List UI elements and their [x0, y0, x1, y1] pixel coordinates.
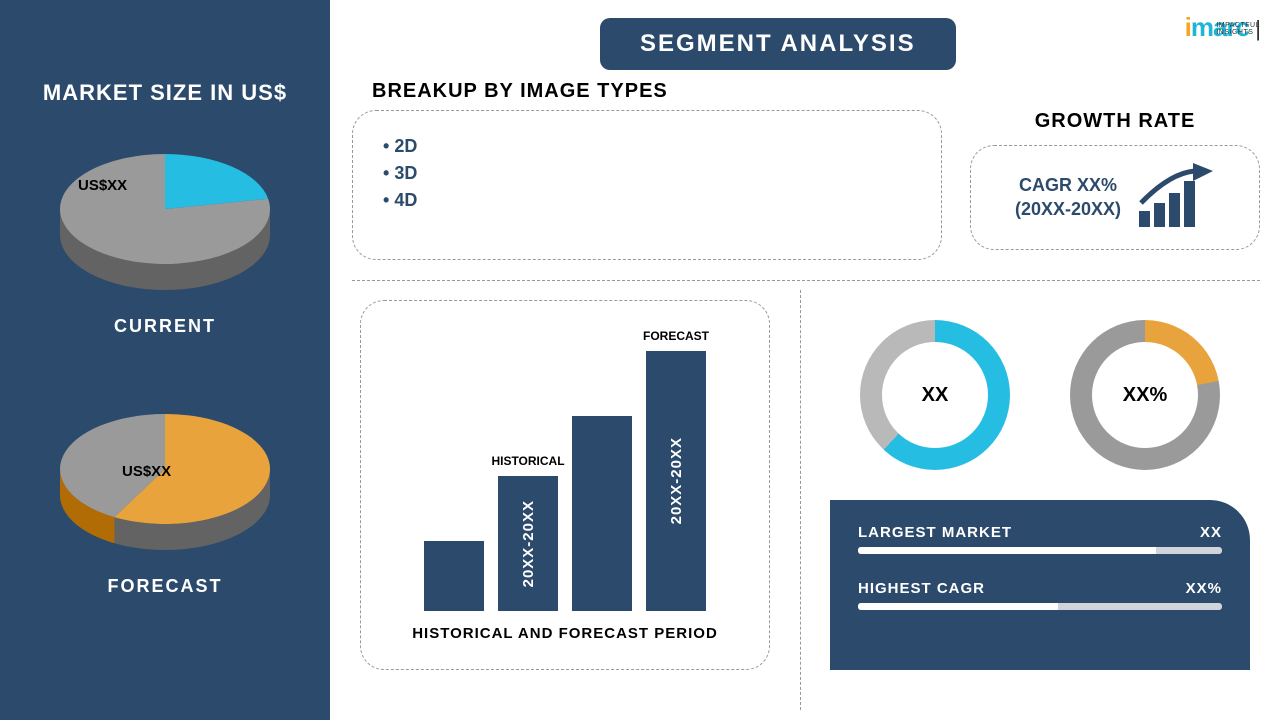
pie-label: CURRENT: [0, 316, 330, 337]
bar: [572, 416, 632, 611]
metric-value: XX: [1200, 524, 1222, 541]
bar-chart-title: HISTORICAL AND FORECAST PERIOD: [381, 625, 749, 642]
metric-fill: [858, 547, 1156, 554]
pie-label: FORECAST: [0, 576, 330, 597]
metric-row: LARGEST MARKET XX: [858, 524, 1222, 554]
bar-chart-box: HISTORICAL 20XX-20XX FORECAST 20XX-20XX …: [360, 300, 770, 670]
pie-chart: [35, 401, 295, 571]
donut-center-value: XX: [860, 320, 1010, 470]
pie-value: US$XX: [78, 177, 127, 194]
donut-row: XX XX%: [830, 320, 1250, 470]
pie-chart: [35, 141, 295, 311]
bar: [424, 541, 484, 611]
metric-value: XX%: [1186, 580, 1222, 597]
horizontal-divider: [352, 280, 1260, 281]
growth-text: CAGR XX% (20XX-20XX): [1015, 174, 1121, 221]
breakup-item: 3D: [383, 160, 917, 187]
bar-top-label: FORECAST: [643, 329, 709, 343]
breakup-item: 4D: [383, 187, 917, 214]
metric-label: HIGHEST CAGR: [858, 580, 985, 597]
breakup-list: 2D3D4D: [377, 133, 917, 214]
bar-period-label: 20XX-20XX: [668, 437, 685, 524]
metrics-box: LARGEST MARKET XX HIGHEST CAGR XX%: [830, 500, 1250, 670]
breakup-title: BREAKUP BY IMAGE TYPES: [372, 80, 668, 103]
pie-wrap: US$XX CURRENT: [0, 141, 330, 341]
metric-bar: [858, 603, 1222, 610]
bar: FORECAST 20XX-20XX: [646, 351, 706, 611]
pie-wrap: US$XX FORECAST: [0, 401, 330, 601]
sidebar: MARKET SIZE IN US$ US$XX CURRENT US$XX F…: [0, 0, 330, 720]
metric-row: HIGHEST CAGR XX%: [858, 580, 1222, 610]
bar-chart: HISTORICAL 20XX-20XX FORECAST 20XX-20XX: [381, 321, 749, 611]
breakup-item: 2D: [383, 133, 917, 160]
donut-chart: XX%: [1070, 320, 1220, 470]
growth-box: GROWTH RATE CAGR XX% (20XX-20XX): [970, 110, 1260, 260]
bar-top-label: HISTORICAL: [491, 454, 564, 468]
page-title-badge: SEGMENT ANALYSIS: [600, 18, 956, 70]
bar: HISTORICAL 20XX-20XX: [498, 476, 558, 611]
donut-chart: XX: [860, 320, 1010, 470]
metric-bar: [858, 547, 1222, 554]
vertical-divider: [800, 290, 801, 710]
brand-tagline: IMPACTFULINSIGHTS: [1216, 22, 1260, 36]
metric-label: LARGEST MARKET: [858, 524, 1012, 541]
growth-arrow-icon: [1135, 163, 1215, 233]
bar-period-label: 20XX-20XX: [520, 500, 537, 587]
pie-value: US$XX: [122, 463, 171, 480]
growth-title: GROWTH RATE: [970, 110, 1260, 133]
donut-center-value: XX%: [1070, 320, 1220, 470]
breakup-box: 2D3D4D: [352, 110, 942, 260]
sidebar-title: MARKET SIZE IN US$: [0, 80, 330, 106]
main-area: SEGMENT ANALYSIS imarc | IMPACTFULINSIGH…: [330, 0, 1280, 720]
metric-fill: [858, 603, 1058, 610]
